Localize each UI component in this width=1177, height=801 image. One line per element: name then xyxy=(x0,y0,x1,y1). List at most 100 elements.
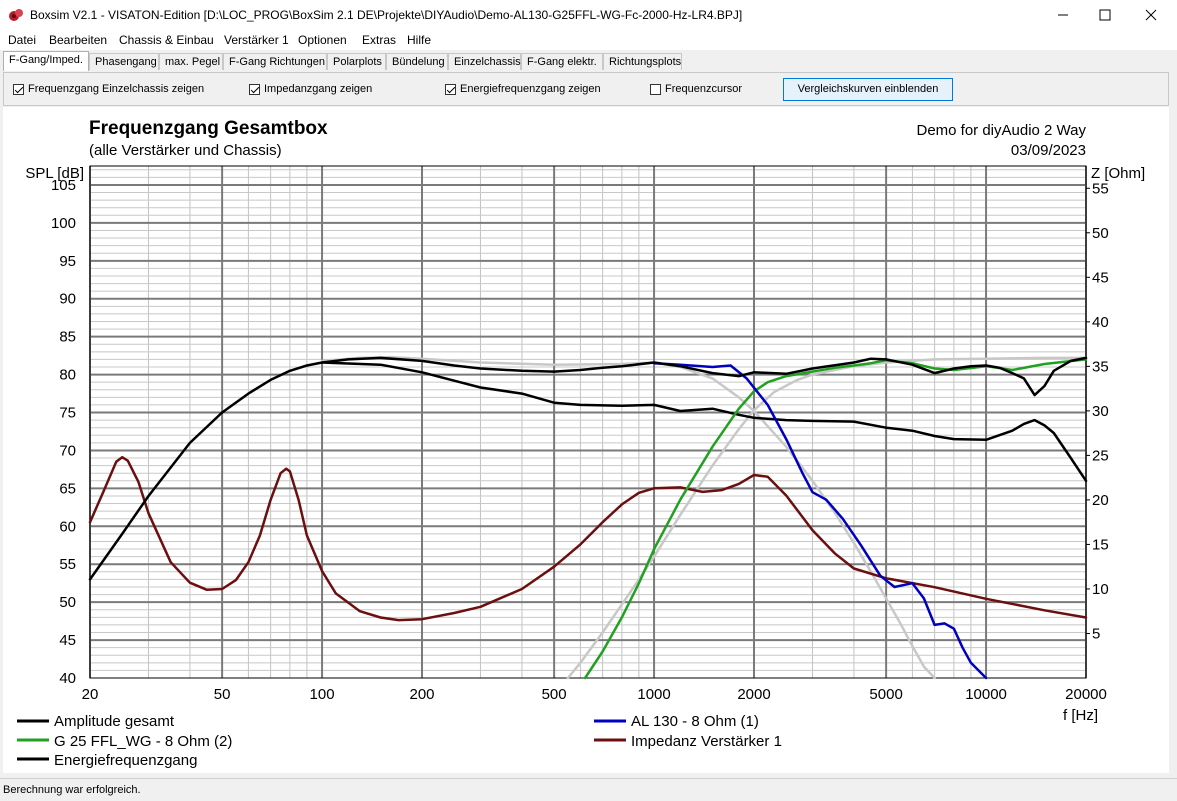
tab-buendelung[interactable]: Bündelung xyxy=(386,53,448,70)
legend-g25: G 25 FFL_WG - 8 Ohm (2) xyxy=(54,733,232,750)
series-line-tt_target xyxy=(652,361,936,680)
tab-fgang-elektr[interactable]: F-Gang elektr. xyxy=(521,53,603,70)
menu-bearbeiten[interactable]: Bearbeiten xyxy=(49,33,108,47)
legend-al130: AL 130 - 8 Ohm (1) xyxy=(631,713,759,730)
x-tick-label: 50 xyxy=(214,686,231,703)
checkbox-box[interactable] xyxy=(445,83,456,95)
chart-title: Frequenzgang Gesamtbox xyxy=(89,118,328,139)
y-tick-label: 95 xyxy=(59,253,76,270)
y2-tick-label: 55 xyxy=(1092,180,1109,197)
status-bar: Berechnung war erfolgreich. xyxy=(0,778,1177,801)
series-line-amp xyxy=(88,356,1088,581)
y-axis-label: SPL [dB] xyxy=(25,165,84,182)
frequenzcursor-label: Frequenzcursor xyxy=(665,83,743,95)
series-line-imp xyxy=(88,455,1088,622)
tab-fgang-imped[interactable]: F-Gang/Imped. xyxy=(3,51,89,71)
tab-einzelchassis[interactable]: Einzelchassis xyxy=(448,53,521,70)
y2-tick-label: 10 xyxy=(1092,581,1109,598)
menu-datei[interactable]: Datei xyxy=(8,33,37,47)
chart-subtitle: (alle Verstärker und Chassis) xyxy=(89,142,282,159)
minor-grid xyxy=(90,166,1086,678)
x-tick-label: 5000 xyxy=(869,686,902,703)
y-tick-label: 40 xyxy=(59,670,76,687)
plot-frame xyxy=(89,165,1087,679)
maximize-icon xyxy=(1099,9,1111,21)
y-tick-label: 70 xyxy=(59,442,76,459)
series-line-energy xyxy=(320,361,1088,483)
checkbox-box[interactable] xyxy=(249,83,260,95)
series-line-tt xyxy=(652,361,988,680)
einzelchassis-checkbox[interactable]: Frequenzgang Einzelchassis zeigen xyxy=(13,83,204,95)
x-tick-label: 20000 xyxy=(1065,686,1107,703)
options-bar: Frequenzgang Einzelchassis zeigen Impeda… xyxy=(3,72,1169,106)
tab-polarplots[interactable]: Polarplots xyxy=(327,53,386,70)
tab-strip: F-Gang/Imped. Phasengang max. Pegel F-Ga… xyxy=(0,51,1177,71)
x-tick-label: 2000 xyxy=(737,686,770,703)
minimize-icon xyxy=(1058,14,1068,16)
y2-tick-label: 30 xyxy=(1092,403,1109,420)
checkbox-box[interactable] xyxy=(13,83,24,95)
y-tick-label: 65 xyxy=(59,480,76,497)
legend-amplitude: Amplitude gesamt xyxy=(54,713,175,730)
menu-extras[interactable]: Extras xyxy=(362,33,397,47)
vergleichskurven-button[interactable]: Vergleichskurven einblenden xyxy=(783,78,953,101)
x-axis-label: f [Hz] xyxy=(1063,707,1098,724)
major-grid xyxy=(89,166,1087,678)
y2-tick-label: 20 xyxy=(1092,492,1109,509)
frequency-response-chart: 20 50 100 200 500 1000 2000 5000 10000 20000 40 45 5… xyxy=(17,118,1145,769)
frequenzcursor-checkbox[interactable]: Frequenzcursor xyxy=(650,83,742,95)
series-layer xyxy=(88,355,1088,680)
y-tick-label: 60 xyxy=(59,518,76,535)
minimize-button[interactable] xyxy=(1040,0,1086,30)
y2-tick-label: 40 xyxy=(1092,314,1109,331)
x-tick-label: 100 xyxy=(310,686,335,703)
tick-labels: 20 50 100 200 500 1000 2000 5000 10000 20000 40 45 5… xyxy=(51,177,1109,703)
boxsim-app-icon xyxy=(9,9,23,21)
title-bar: Boxsim V2.1 - VISATON-Edition [D:\LOC_PR… xyxy=(0,0,1177,30)
menu-verstaerker[interactable]: Verstärker 1 xyxy=(224,33,289,47)
y2-tick-label: 15 xyxy=(1092,536,1109,553)
y2-tick-label: 50 xyxy=(1092,225,1109,242)
status-text: Berechnung war erfolgreich. xyxy=(3,784,141,796)
menu-hilfe[interactable]: Hilfe xyxy=(407,33,432,47)
x-tick-label: 20 xyxy=(82,686,99,703)
tab-phasengang[interactable]: Phasengang xyxy=(89,53,159,70)
y-tick-label: 55 xyxy=(59,556,76,573)
y2-tick-label: 25 xyxy=(1092,447,1109,464)
y-tick-label: 90 xyxy=(59,291,76,308)
impedanz-checkbox[interactable]: Impedanzgang zeigen xyxy=(249,83,372,95)
y-tick-label: 75 xyxy=(59,405,76,422)
x-tick-label: 1000 xyxy=(637,686,670,703)
close-button[interactable] xyxy=(1128,0,1174,30)
legend-impedanz: Impedanz Verstärker 1 xyxy=(631,733,782,750)
y2-tick-label: 35 xyxy=(1092,358,1109,375)
energie-checkbox[interactable]: Energiefrequenzgang zeigen xyxy=(445,83,601,95)
tab-richtungsplots[interactable]: Richtungsplots xyxy=(603,53,682,70)
project-name: Demo for diyAudio 2 Way xyxy=(916,122,1086,139)
y-tick-label: 50 xyxy=(59,594,76,611)
window-title: Boxsim V2.1 - VISATON-Edition [D:\LOC_PR… xyxy=(30,8,743,22)
impedanz-label: Impedanzgang zeigen xyxy=(264,83,373,95)
tab-max-pegel[interactable]: max. Pegel xyxy=(159,53,223,70)
energie-label: Energiefrequenzgang zeigen xyxy=(460,83,601,95)
legend: Amplitude gesamt AL 130 - 8 Ohm (1) G 25… xyxy=(17,713,782,769)
menu-bar: Datei Bearbeiten Chassis & Einbau Verstä… xyxy=(0,30,1177,50)
y2-tick-label: 5 xyxy=(1092,625,1100,642)
series-line-ht xyxy=(583,358,1088,680)
close-icon xyxy=(1145,9,1157,21)
tab-fgang-richtungen[interactable]: F-Gang Richtungen xyxy=(223,53,327,70)
x-tick-label: 10000 xyxy=(965,686,1007,703)
y-tick-label: 80 xyxy=(59,367,76,384)
legend-energie: Energiefrequenzgang xyxy=(54,752,197,769)
menu-optionen[interactable]: Optionen xyxy=(298,33,347,47)
checkbox-box[interactable] xyxy=(650,83,661,95)
plot-area: 20 50 100 200 500 1000 2000 5000 10000 20000 40 45 5… xyxy=(3,107,1169,773)
x-tick-label: 200 xyxy=(409,686,434,703)
y2-tick-label: 45 xyxy=(1092,269,1109,286)
right-edge-border xyxy=(1170,107,1177,773)
project-date: 03/09/2023 xyxy=(1011,142,1086,159)
maximize-button[interactable] xyxy=(1082,0,1128,30)
einzelchassis-label: Frequenzgang Einzelchassis zeigen xyxy=(28,83,205,95)
menu-chassis-einbau[interactable]: Chassis & Einbau xyxy=(119,33,214,47)
y-tick-label: 85 xyxy=(59,329,76,346)
